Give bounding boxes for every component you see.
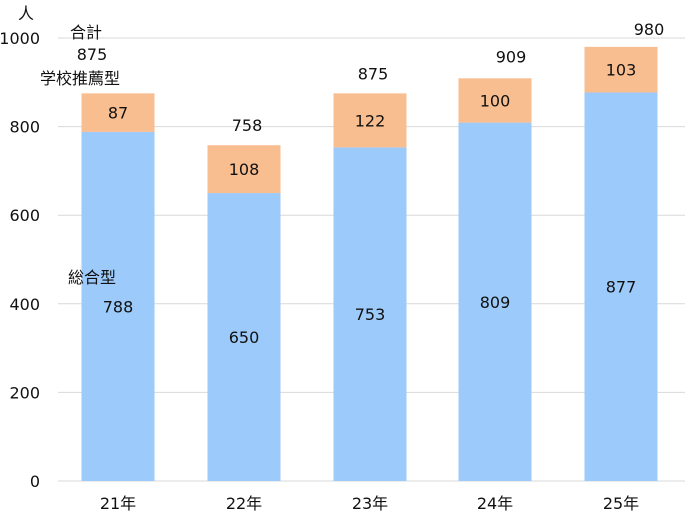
x-axis: 21年 22年 23年 24年 25年 <box>100 494 639 513</box>
bar-school-recommendation <box>333 93 407 148</box>
data-label-comprehensive: 788 <box>103 297 134 316</box>
data-label-comprehensive: 809 <box>480 293 511 312</box>
x-tick-label: 22年 <box>226 494 262 513</box>
bar-comprehensive <box>81 131 155 481</box>
data-label-school-recommendation: 122 <box>355 111 386 130</box>
x-tick-label: 23年 <box>352 494 388 513</box>
x-tick-label: 25年 <box>603 494 639 513</box>
data-labels: 788 87 875 650 108 758 753 122 875 809 100 909 877 10… <box>77 20 665 347</box>
data-label-school-recommendation: 100 <box>480 91 511 110</box>
data-label-comprehensive: 650 <box>229 328 260 347</box>
data-label-total: 909 <box>496 47 527 66</box>
x-tick-label: 21年 <box>100 494 136 513</box>
data-label-school-recommendation: 108 <box>229 160 260 179</box>
y-tick-label: 200 <box>9 383 40 402</box>
bar-comprehensive <box>584 92 658 481</box>
bar-comprehensive <box>458 122 532 481</box>
data-label-total: 875 <box>77 45 108 64</box>
bar-school-recommendation <box>81 93 155 132</box>
bars <box>81 46 658 482</box>
y-tick-label: 400 <box>9 295 40 314</box>
y-tick-label: 800 <box>9 118 40 137</box>
data-label-comprehensive: 877 <box>606 278 637 297</box>
y-tick-label: 1000 <box>0 29 40 48</box>
bar-school-recommendation <box>207 145 281 194</box>
legend-total-label: 合計 <box>70 23 102 42</box>
y-axis-unit-label: 人 <box>18 4 34 23</box>
data-label-comprehensive: 753 <box>355 305 386 324</box>
legend-school-recommendation-label: 学校推薦型 <box>40 69 120 88</box>
y-axis: 0 200 400 600 800 1000 <box>0 29 40 491</box>
x-tick-label: 24年 <box>477 494 513 513</box>
data-label-total: 758 <box>232 116 263 135</box>
legend-comprehensive-label: 総合型 <box>68 268 116 287</box>
bar-school-recommendation <box>584 46 658 93</box>
data-label-total: 875 <box>358 64 389 83</box>
y-tick-label: 0 <box>30 472 40 491</box>
data-label-total: 980 <box>634 20 665 39</box>
bar-school-recommendation <box>458 78 532 123</box>
data-label-school-recommendation: 103 <box>606 61 637 80</box>
bar-comprehensive <box>207 193 281 482</box>
y-tick-label: 600 <box>9 206 40 225</box>
data-label-school-recommendation: 87 <box>108 104 128 123</box>
bar-comprehensive <box>333 147 407 481</box>
